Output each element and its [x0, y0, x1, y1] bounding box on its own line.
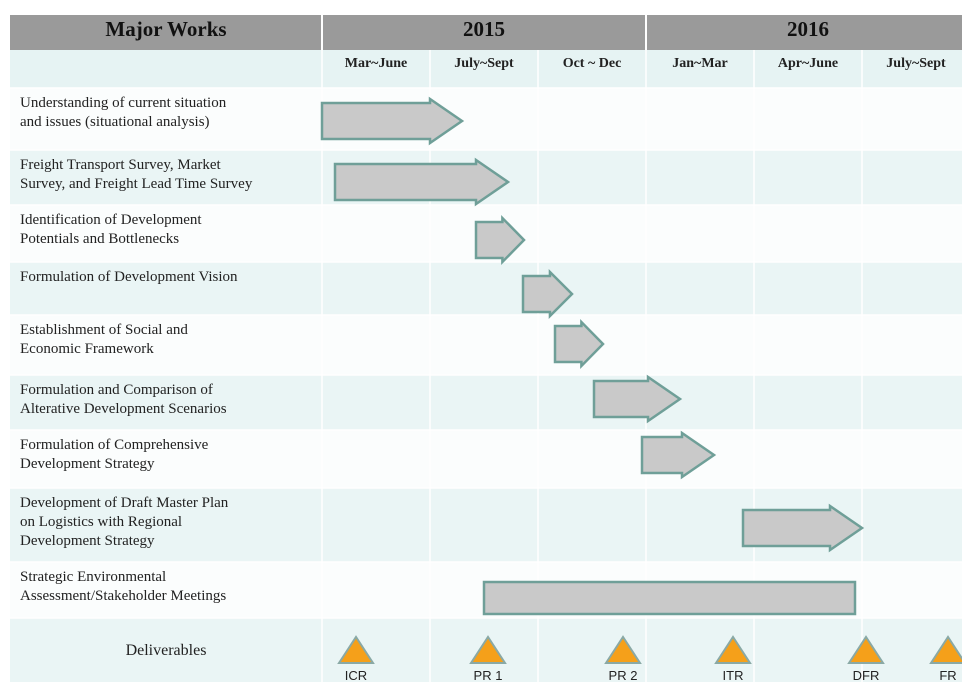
row-bg [10, 262, 962, 315]
task-arrow [640, 430, 717, 480]
row-bg [10, 375, 962, 430]
row-bg [10, 315, 962, 375]
task-bar [482, 580, 857, 616]
task-arrow [741, 503, 865, 553]
period-label: Jan~Mar [672, 56, 728, 71]
row-bg [10, 430, 962, 488]
task-label: Freight Transport Survey, Market Survey,… [20, 157, 253, 192]
period-label: July~Sept [454, 56, 514, 71]
header-bg [10, 15, 962, 50]
period-label: July~Sept [886, 56, 946, 71]
deliverable-label: PR 1 [473, 668, 503, 682]
deliverable-label: ITR [722, 668, 744, 682]
deliverable-marker [469, 635, 507, 664]
task-arrow [521, 268, 574, 320]
deliverable-marker [929, 635, 962, 664]
period-bg [10, 50, 962, 88]
deliverables-label: Deliverables [125, 642, 207, 659]
row-bg [10, 88, 962, 150]
deliverable-label: PR 2 [608, 668, 638, 682]
deliverable-label: ICR [344, 668, 368, 682]
task-label: Formulation of Comprehensive Development… [20, 437, 209, 472]
task-arrow [320, 96, 465, 146]
task-label: Formulation and Comparison of Alterative… [20, 382, 227, 417]
task-label: Development of Draft Master Plan on Logi… [20, 495, 229, 549]
year-label: 2016 [787, 17, 829, 41]
period-label: Mar~June [344, 56, 408, 71]
task-arrow [474, 214, 526, 266]
deliverable-marker [337, 635, 375, 664]
deliverable-label: DFR [852, 668, 880, 682]
task-label: Identification of Development Potentials… [20, 212, 202, 247]
deliverable-marker [604, 635, 642, 664]
deliverable-label: FR [939, 668, 957, 682]
period-label: Apr~June [777, 56, 839, 71]
header-title: Major Works [105, 17, 227, 41]
task-label: Establishment of Social and Economic Fra… [20, 322, 188, 357]
task-arrow [553, 318, 605, 370]
task-arrow [592, 374, 683, 424]
year-label: 2015 [463, 17, 505, 41]
task-label: Strategic Environmental Assessment/Stake… [20, 569, 227, 604]
task-label: Formulation of Development Vision [20, 269, 238, 285]
task-label: Understanding of current situation and i… [20, 95, 227, 130]
deliverable-marker [847, 635, 885, 664]
period-label: Oct ~ Dec [562, 56, 622, 71]
task-arrow [333, 157, 511, 207]
deliverable-marker [714, 635, 752, 664]
